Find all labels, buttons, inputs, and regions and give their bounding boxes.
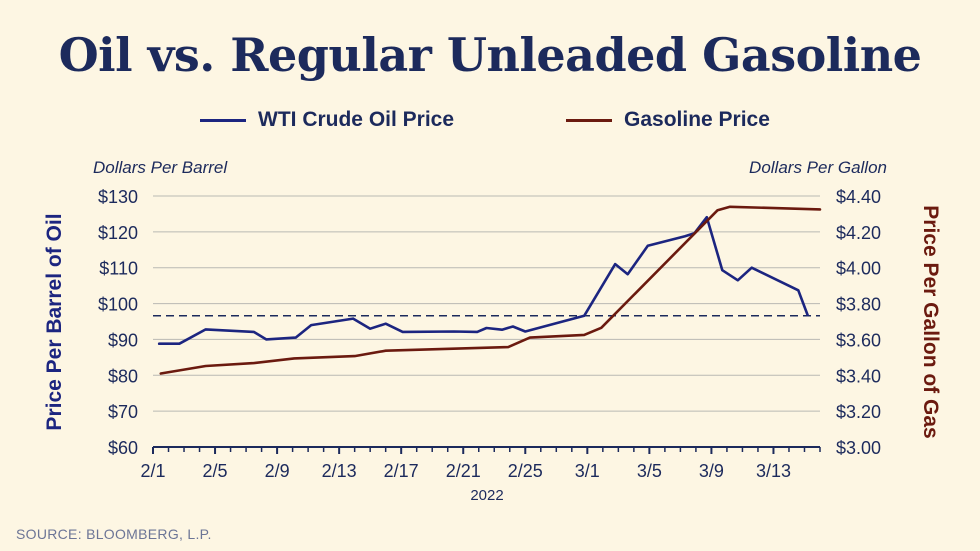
legend-item-gasoline: Gasoline Price	[566, 108, 770, 132]
y-tick-label-right: $4.20	[836, 223, 881, 243]
legend-label-gasoline: Gasoline Price	[624, 108, 770, 131]
x-tick-label: 2/17	[384, 461, 419, 481]
y-tick-label-right: $4.40	[836, 187, 881, 207]
legend: WTI Crude Oil Price Gasoline Price	[0, 108, 980, 138]
legend-swatch-oil	[200, 118, 246, 122]
legend-item-oil: WTI Crude Oil Price	[200, 108, 454, 132]
y-tick-label-right: $4.00	[836, 259, 881, 279]
x-tick-label: 3/5	[637, 461, 662, 481]
x-tick-label: 2/9	[265, 461, 290, 481]
y-tick-label-left: $120	[98, 223, 138, 243]
y-tick-label-right: $3.60	[836, 330, 881, 350]
chart-title: Oil vs. Regular Unleaded Gasoline	[58, 28, 922, 82]
oil-price-line	[157, 215, 809, 346]
y-tick-label-right: $3.80	[836, 295, 881, 315]
y-tick-label-left: $110	[99, 259, 138, 279]
y-tick-label-right: $3.20	[836, 402, 881, 422]
right-unit-label: Dollars Per Gallon	[749, 158, 887, 177]
gasoline-price-line	[159, 205, 822, 375]
y-tick-label-left: $60	[108, 438, 138, 458]
x-tick-label: 2/25	[508, 461, 543, 481]
x-tick-label: 3/1	[575, 461, 600, 481]
legend-label-oil: WTI Crude Oil Price	[258, 108, 455, 131]
y-tick-label-right: $3.40	[836, 366, 881, 386]
x-tick-label: 2/13	[322, 461, 357, 481]
y-tick-label-right: $3.00	[836, 438, 881, 458]
y-tick-label-left: $80	[108, 366, 138, 386]
x-tick-label: 2/5	[203, 461, 228, 481]
source-note: SOURCE: BLOOMBERG, L.P.	[16, 526, 212, 542]
left-unit-label: Dollars Per Barrel	[93, 158, 228, 177]
x-axis-title: 2022	[470, 487, 503, 504]
y-tick-label-left: $70	[108, 402, 138, 422]
x-tick-label: 3/9	[699, 461, 724, 481]
legend-swatch-gasoline	[566, 118, 612, 122]
x-tick-label: 2/1	[140, 461, 165, 481]
x-tick-label: 2/21	[446, 461, 481, 481]
y-tick-label-left: $90	[108, 330, 138, 350]
y-tick-label-left: $100	[98, 295, 138, 315]
x-tick-label: 3/13	[756, 461, 791, 481]
y-tick-label-left: $130	[98, 187, 138, 207]
